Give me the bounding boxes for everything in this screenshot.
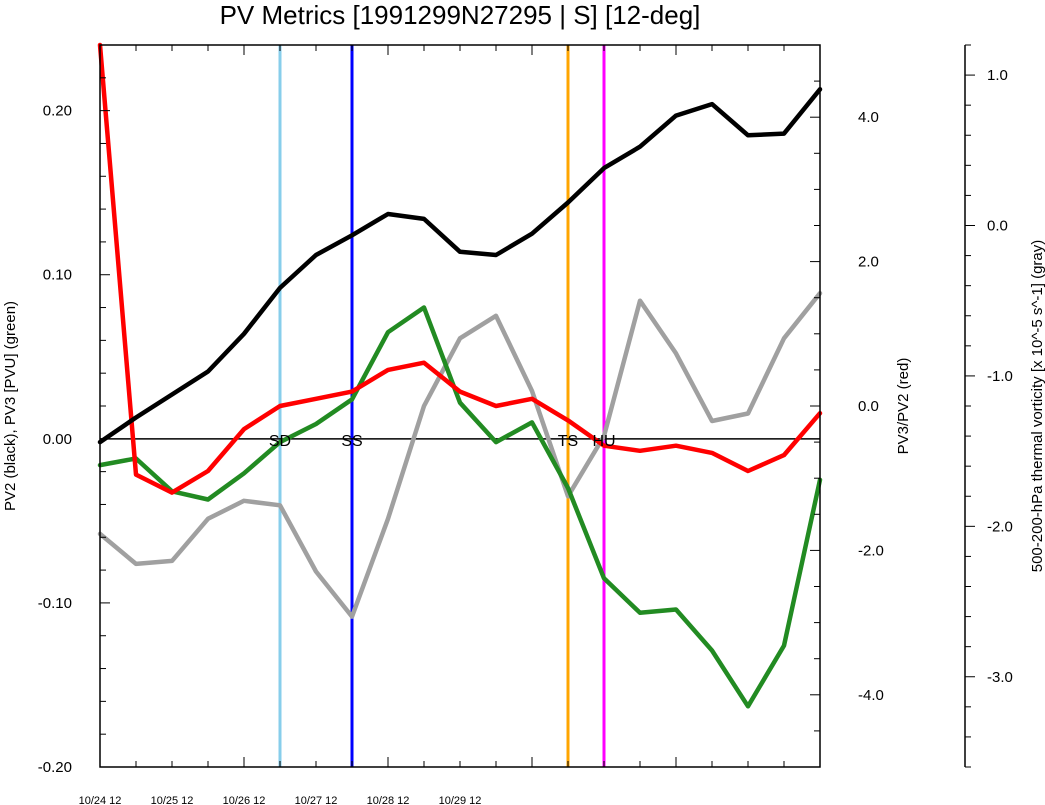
chart-title: PV Metrics [1991299N27295 | S] [12-deg] (220, 0, 701, 30)
ratio-tick-label: 4.0 (858, 109, 879, 126)
x-tick-label: 10/25 12 (151, 795, 194, 805)
series-line-pv3 (97, 305, 823, 709)
ratio-tick-label: -4.0 (858, 687, 884, 704)
right-axis-title-vorticity: 500-200-hPa thermal vorticity [x 10^-5 s… (1029, 240, 1045, 573)
left-tick-label: -0.20 (38, 759, 72, 776)
x-tick-label: 10/29 12 (439, 795, 482, 805)
event-label-hu: HU (592, 433, 615, 450)
x-tick-label: 10/26 12 (223, 795, 266, 805)
left-axis-title: PV2 (black), PV3 [PVU] (green) (2, 301, 19, 511)
vorticity-tick-label: 0.0 (987, 218, 1008, 235)
series-line-thermal-vorticity (97, 290, 823, 619)
vorticity-tick-label: -1.0 (987, 368, 1013, 385)
x-tick-label: 10/28 12 (367, 795, 410, 805)
event-labels: SD SS TS HU (269, 433, 616, 450)
event-label-ts: TS (558, 433, 578, 450)
series-lines (97, 42, 823, 709)
left-tick-label: 0.10 (43, 267, 72, 284)
series-line-pv3-pv2 (97, 42, 823, 495)
event-label-ss: SS (341, 433, 362, 450)
event-lines (278, 45, 606, 767)
vorticity-tick-label: 1.0 (987, 67, 1008, 84)
ratio-tick-label: 0.0 (858, 398, 879, 415)
right-axis-title-ratio: PV3/PV2 (red) (895, 358, 912, 455)
ratio-tick-label: 2.0 (858, 254, 879, 271)
vorticity-tick-label: -2.0 (987, 518, 1013, 535)
axes: -0.20 -0.10 0.00 0.10 0.20 -4.0 -2.0 0.0 2.0 4.0 -… (38, 44, 1013, 805)
x-tick-label: 10/27 12 (295, 795, 338, 805)
left-tick-label: 0.20 (43, 103, 72, 120)
x-tick-label: 10/24 12 (79, 795, 122, 805)
vorticity-tick-label: -3.0 (987, 669, 1013, 686)
series-line-pv2 (97, 87, 823, 445)
event-label-sd: SD (269, 433, 291, 450)
left-tick-label: 0.00 (43, 431, 72, 448)
ratio-tick-label: -2.0 (858, 542, 884, 559)
left-tick-label: -0.10 (38, 595, 72, 612)
